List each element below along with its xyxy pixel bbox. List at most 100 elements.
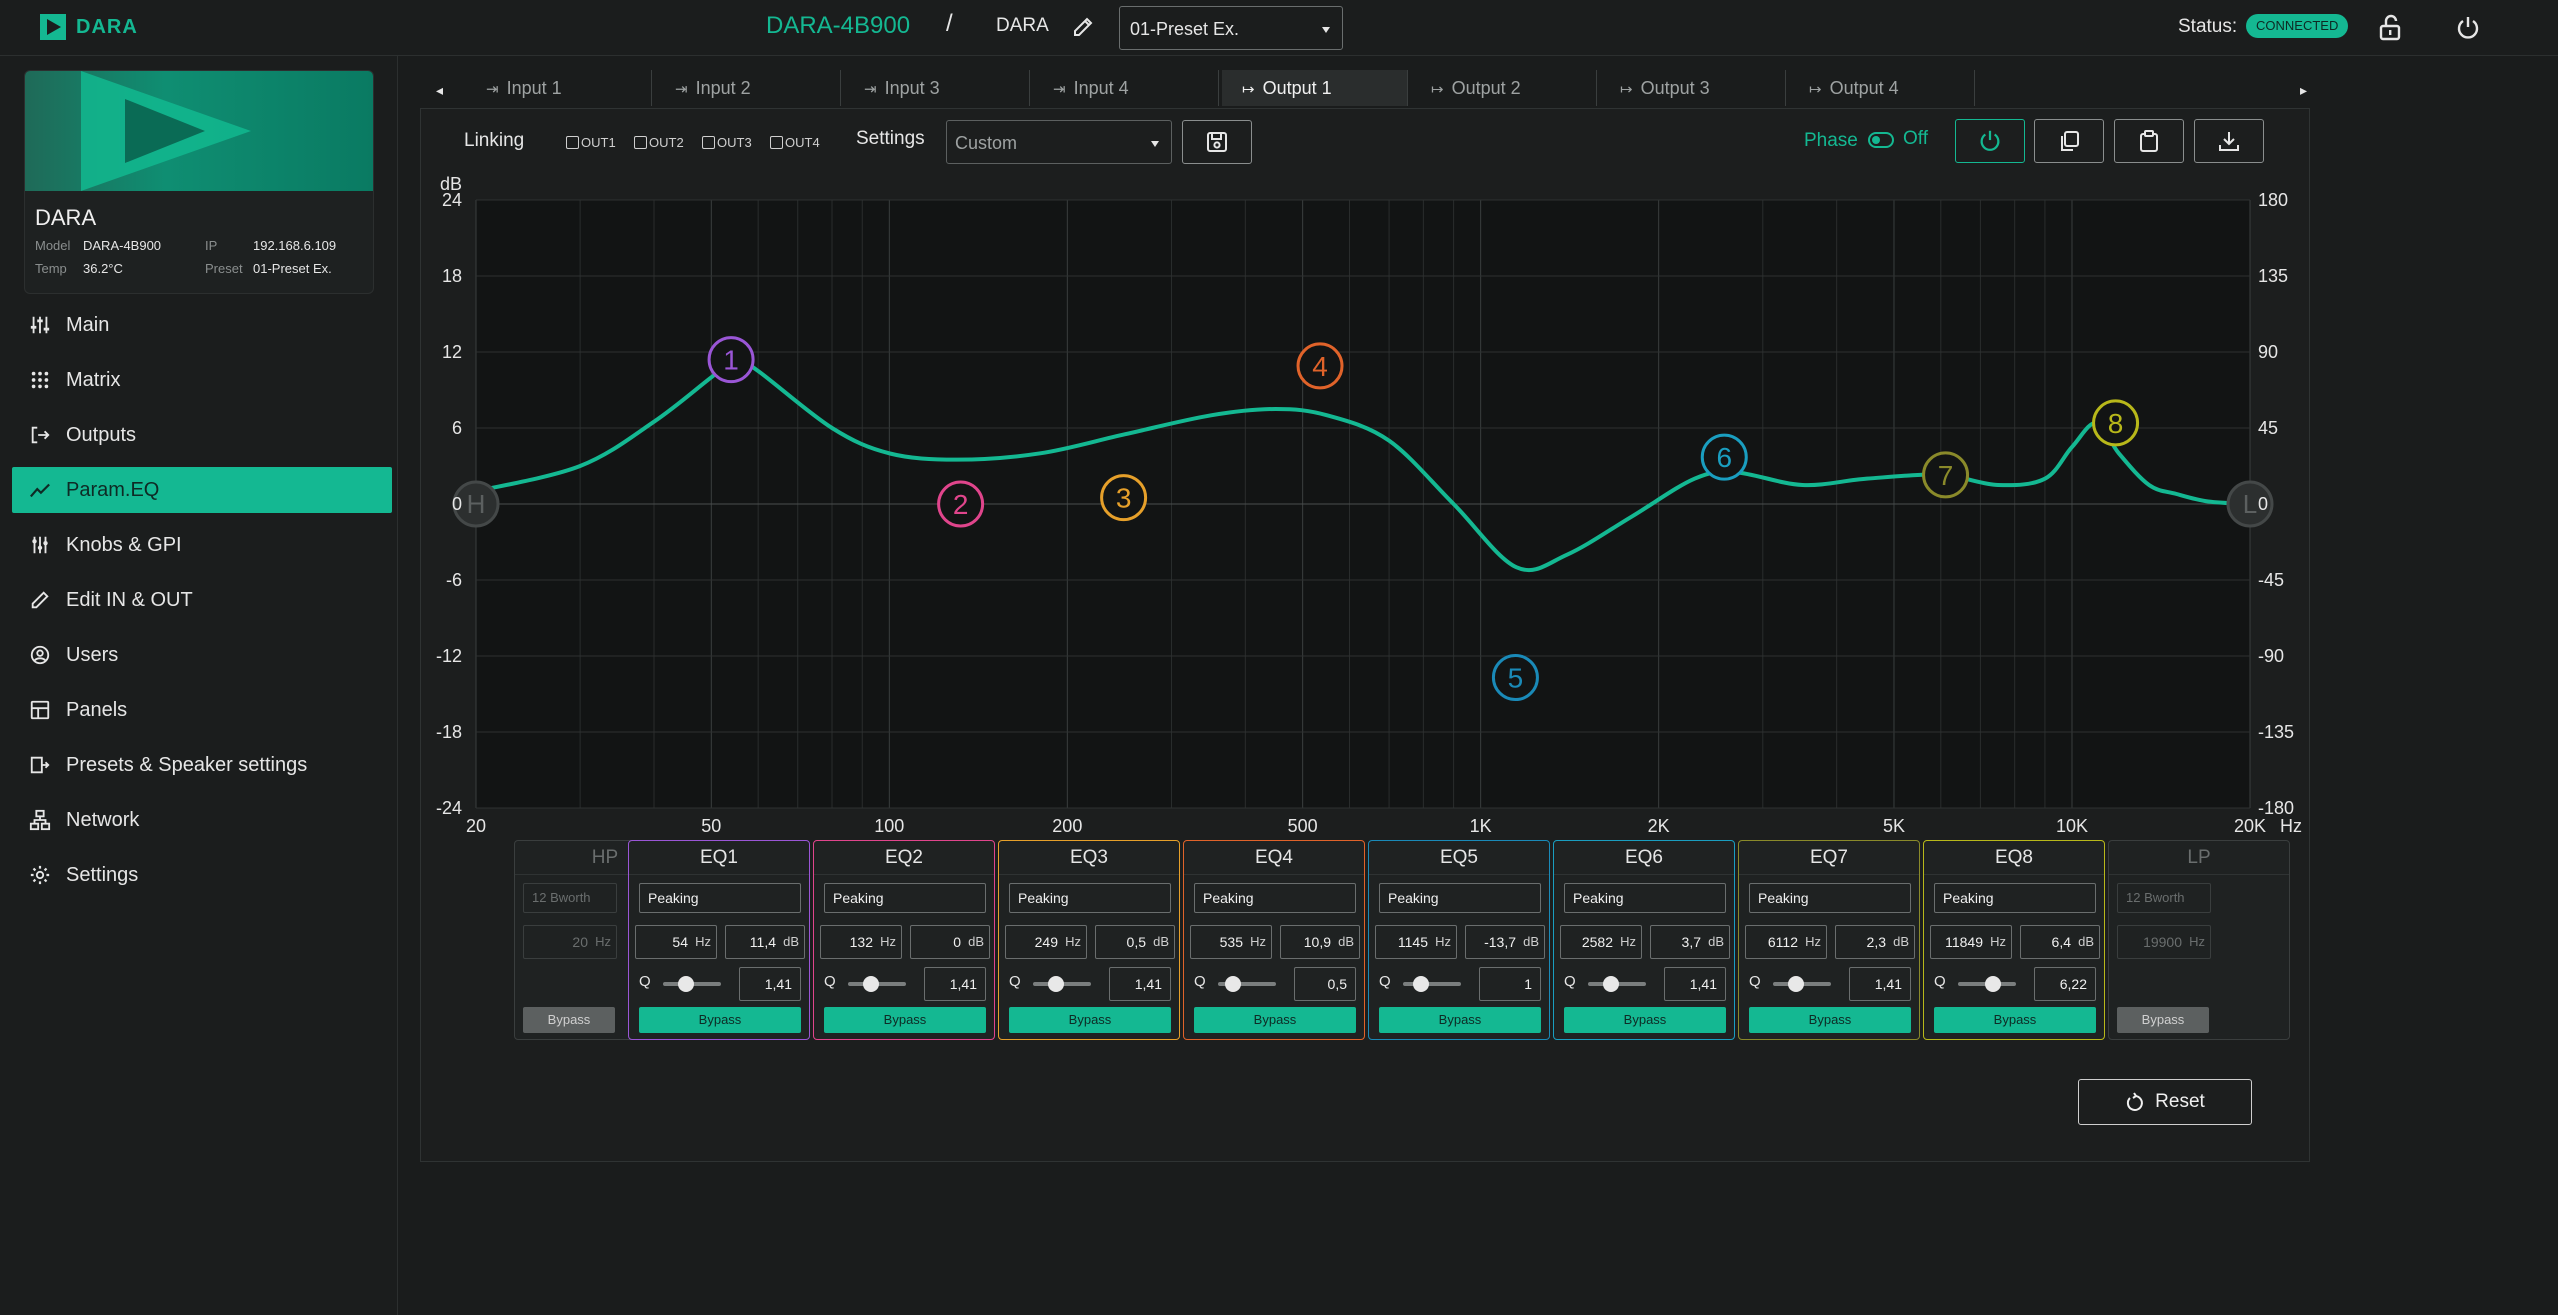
filter-freq-input[interactable]: 20 Hz [523, 925, 617, 959]
eq-gain-input[interactable]: 10,9 dB [1280, 925, 1360, 959]
tab-input-4[interactable]: ⇥ Input 4 [1033, 70, 1219, 106]
eq-marker-5[interactable] [1491, 654, 1539, 702]
tab-input-3[interactable]: ⇥ Input 3 [844, 70, 1030, 106]
logo[interactable]: DARA [40, 14, 138, 40]
eq-q-slider[interactable] [1403, 976, 1461, 992]
edit-name-button[interactable] [1068, 12, 1098, 42]
settings-select[interactable]: Custom [946, 120, 1172, 164]
tabs-scroll-right-icon[interactable]: ▸ [2300, 82, 2308, 98]
bypass-button[interactable]: Bypass [639, 1007, 801, 1033]
slider-knob[interactable] [1224, 976, 1241, 992]
slider-knob[interactable] [1412, 976, 1429, 992]
sidebar-item-param-eq[interactable]: Param.EQ [12, 467, 392, 513]
slider-knob[interactable] [863, 976, 880, 992]
eq-q-input[interactable]: 1,41 [1849, 967, 1911, 1001]
eq-gain-input[interactable]: 3,7 dB [1650, 925, 1730, 959]
save-settings-button[interactable] [1182, 120, 1252, 164]
eq-freq-input[interactable]: 249 Hz [1005, 925, 1087, 959]
eq-q-slider[interactable] [848, 976, 906, 992]
bypass-button[interactable]: Bypass [824, 1007, 986, 1033]
filter-type-select[interactable]: 12 Bworth [2117, 883, 2211, 913]
eq-marker-8[interactable] [2092, 399, 2140, 447]
bypass-button[interactable]: Bypass [2117, 1007, 2209, 1033]
link-checkbox-out2[interactable]: OUT2 [634, 135, 684, 150]
eq-gain-input[interactable]: -13,7 dB [1465, 925, 1545, 959]
eq-q-input[interactable]: 1,41 [1109, 967, 1171, 1001]
filter-freq-input[interactable]: 19900 Hz [2117, 925, 2211, 959]
paste-button[interactable] [2114, 119, 2184, 163]
eq-type-select[interactable]: Peaking [1749, 883, 1911, 913]
eq-freq-input[interactable]: 2582 Hz [1560, 925, 1642, 959]
eq-type-select[interactable]: Peaking [639, 883, 801, 913]
eq-freq-input[interactable]: 54 Hz [635, 925, 717, 959]
eq-freq-input[interactable]: 535 Hz [1190, 925, 1272, 959]
copy-button[interactable] [2034, 119, 2104, 163]
eq-freq-input[interactable]: 1145 Hz [1375, 925, 1457, 959]
sidebar-item-presets-speaker-settings[interactable]: Presets & Speaker settings [12, 742, 392, 788]
eq-q-slider[interactable] [1033, 976, 1091, 992]
hp-marker[interactable] [452, 480, 500, 528]
eq-type-select[interactable]: Peaking [1379, 883, 1541, 913]
sidebar-item-panels[interactable]: Panels [12, 687, 392, 733]
eq-marker-1[interactable] [707, 336, 755, 384]
eq-gain-input[interactable]: 0,5 dB [1095, 925, 1175, 959]
slider-knob[interactable] [1603, 976, 1620, 992]
tab-output-3[interactable]: ↦ Output 3 [1600, 70, 1786, 106]
eq-q-slider[interactable] [1588, 976, 1646, 992]
sidebar-item-network[interactable]: Network [12, 797, 392, 843]
eq-q-slider[interactable] [1958, 976, 2016, 992]
sidebar-item-main[interactable]: Main [12, 302, 392, 348]
eq-q-input[interactable]: 1 [1479, 967, 1541, 1001]
link-checkbox-out4[interactable]: OUT4 [770, 135, 820, 150]
bypass-button[interactable]: Bypass [1009, 1007, 1171, 1033]
eq-marker-6[interactable] [1700, 433, 1748, 481]
lp-marker[interactable] [2226, 480, 2274, 528]
eq-enable-button[interactable] [1955, 119, 2025, 163]
tab-input-2[interactable]: ⇥ Input 2 [655, 70, 841, 106]
eq-gain-input[interactable]: 6,4 dB [2020, 925, 2100, 959]
eq-type-select[interactable]: Peaking [1564, 883, 1726, 913]
eq-marker-3[interactable] [1100, 474, 1148, 522]
bypass-button[interactable]: Bypass [1749, 1007, 1911, 1033]
lock-button[interactable] [2374, 12, 2406, 44]
download-button[interactable] [2194, 119, 2264, 163]
eq-marker-4[interactable] [1296, 342, 1344, 390]
eq-gain-input[interactable]: 11,4 dB [725, 925, 805, 959]
eq-q-input[interactable]: 1,41 [739, 967, 801, 1001]
sidebar-item-edit-in-out[interactable]: Edit IN & OUT [12, 577, 392, 623]
eq-q-input[interactable]: 1,41 [1664, 967, 1726, 1001]
eq-q-slider[interactable] [1218, 976, 1276, 992]
eq-type-select[interactable]: Peaking [1009, 883, 1171, 913]
eq-gain-input[interactable]: 0 dB [910, 925, 990, 959]
tab-input-1[interactable]: ⇥ Input 1 [466, 70, 652, 106]
bypass-button[interactable]: Bypass [1934, 1007, 2096, 1033]
tab-output-4[interactable]: ↦ Output 4 [1789, 70, 1975, 106]
tabs-scroll-left-icon[interactable]: ◂ [436, 82, 444, 98]
tab-output-1[interactable]: ↦ Output 1 [1222, 70, 1408, 106]
eq-freq-input[interactable]: 6112 Hz [1745, 925, 1827, 959]
bypass-button[interactable]: Bypass [1194, 1007, 1356, 1033]
bypass-button[interactable]: Bypass [1564, 1007, 1726, 1033]
slider-knob[interactable] [1985, 976, 2001, 992]
sidebar-item-outputs[interactable]: Outputs [12, 412, 392, 458]
bypass-button[interactable]: Bypass [1379, 1007, 1541, 1033]
eq-freq-input[interactable]: 132 Hz [820, 925, 902, 959]
slider-knob[interactable] [678, 976, 695, 992]
sidebar-item-knobs-gpi[interactable]: Knobs & GPI [12, 522, 392, 568]
power-button[interactable] [2452, 12, 2484, 44]
preset-select[interactable]: 01-Preset Ex. [1119, 6, 1343, 50]
eq-q-slider[interactable] [663, 976, 721, 992]
eq-q-slider[interactable] [1773, 976, 1831, 992]
slider-knob[interactable] [1788, 976, 1805, 992]
link-checkbox-out3[interactable]: OUT3 [702, 135, 752, 150]
reset-button[interactable]: Reset [2078, 1079, 2252, 1125]
eq-q-input[interactable]: 6,22 [2034, 967, 2096, 1001]
sidebar-item-matrix[interactable]: Matrix [12, 357, 392, 403]
eq-type-select[interactable]: Peaking [1194, 883, 1356, 913]
sidebar-item-users[interactable]: Users [12, 632, 392, 678]
tab-output-2[interactable]: ↦ Output 2 [1411, 70, 1597, 106]
link-checkbox-out1[interactable]: OUT1 [566, 135, 616, 150]
eq-q-input[interactable]: 0,5 [1294, 967, 1356, 1001]
phase-toggle[interactable] [1868, 132, 1894, 148]
